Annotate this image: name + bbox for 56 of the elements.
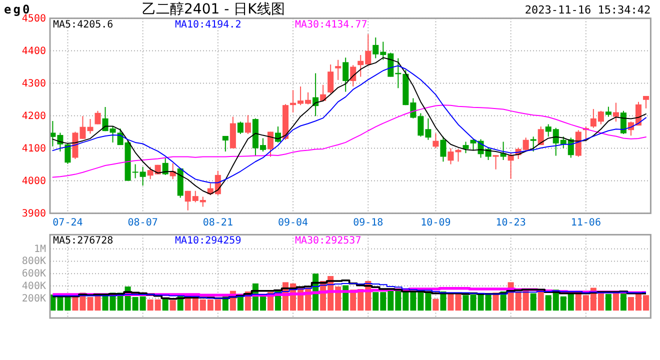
- y-tick-label: 4300: [22, 78, 46, 90]
- candlestick: [244, 114, 251, 134]
- candlestick: [275, 126, 282, 143]
- candlestick: [500, 141, 506, 160]
- y-tick-label: 400K: [22, 280, 46, 292]
- y-tick-label: 600K: [22, 268, 46, 280]
- candlestick: [267, 131, 274, 158]
- candlestick: [642, 95, 650, 109]
- candlestick: [605, 106, 612, 118]
- candlestick: [612, 102, 619, 122]
- candlestick: [462, 141, 469, 154]
- y-tick-label: 3900: [22, 208, 46, 220]
- candlestick: [162, 156, 168, 176]
- candlestick: [538, 126, 544, 146]
- x-tick-label: 07-24: [52, 217, 83, 228]
- y-tick-label: 4400: [22, 46, 46, 57]
- text: MA10:4194.2: [175, 19, 242, 30]
- x-tick-label: 10-09: [420, 217, 451, 228]
- bar: [530, 293, 536, 311]
- candlestick: [328, 64, 334, 94]
- text: MA10:294259: [175, 236, 242, 247]
- candlestick: [335, 59, 342, 81]
- candlestick: [237, 121, 244, 134]
- bar: [605, 294, 612, 311]
- candlestick: [530, 136, 536, 152]
- candlestick: [350, 64, 356, 88]
- y-tick-label: 4200: [22, 110, 46, 122]
- bar: [170, 300, 176, 311]
- text: MA30:4134.77: [295, 19, 368, 30]
- bar: [432, 298, 439, 311]
- text: MA5:4205.6: [53, 19, 114, 30]
- y-tick-label: 200K: [22, 293, 46, 304]
- y-tick-label: 4100: [22, 143, 46, 154]
- chart-title: 乙二醇2401 - 日K线图: [142, 1, 285, 18]
- text: MA5:276728: [53, 236, 114, 247]
- text: 2023-11-16 15:34:42: [524, 3, 651, 16]
- candlestick: [222, 135, 228, 152]
- y-tick-label: 4000: [22, 176, 46, 187]
- bar: [538, 291, 544, 311]
- candlestick: [492, 154, 499, 170]
- y-tick-label: 800K: [22, 256, 46, 268]
- y-tick-label: 4500: [22, 13, 46, 24]
- x-tick-label: 10-23: [496, 217, 526, 228]
- candlestick: [64, 142, 71, 164]
- text: MA30:292537: [295, 236, 362, 247]
- candlestick: [440, 136, 446, 162]
- x-tick-label: 11-06: [570, 217, 601, 228]
- x-tick-label: 09-18: [353, 217, 384, 228]
- x-tick-label: 08-07: [128, 217, 158, 228]
- x-tick-label: 09-04: [278, 217, 308, 228]
- y-tick-label: 1M: [34, 244, 46, 255]
- candlestick: [432, 132, 439, 149]
- bar: [162, 298, 168, 311]
- candlestick: [94, 110, 101, 125]
- candlestick: [342, 57, 349, 92]
- x-tick-label: 08-21: [202, 217, 233, 228]
